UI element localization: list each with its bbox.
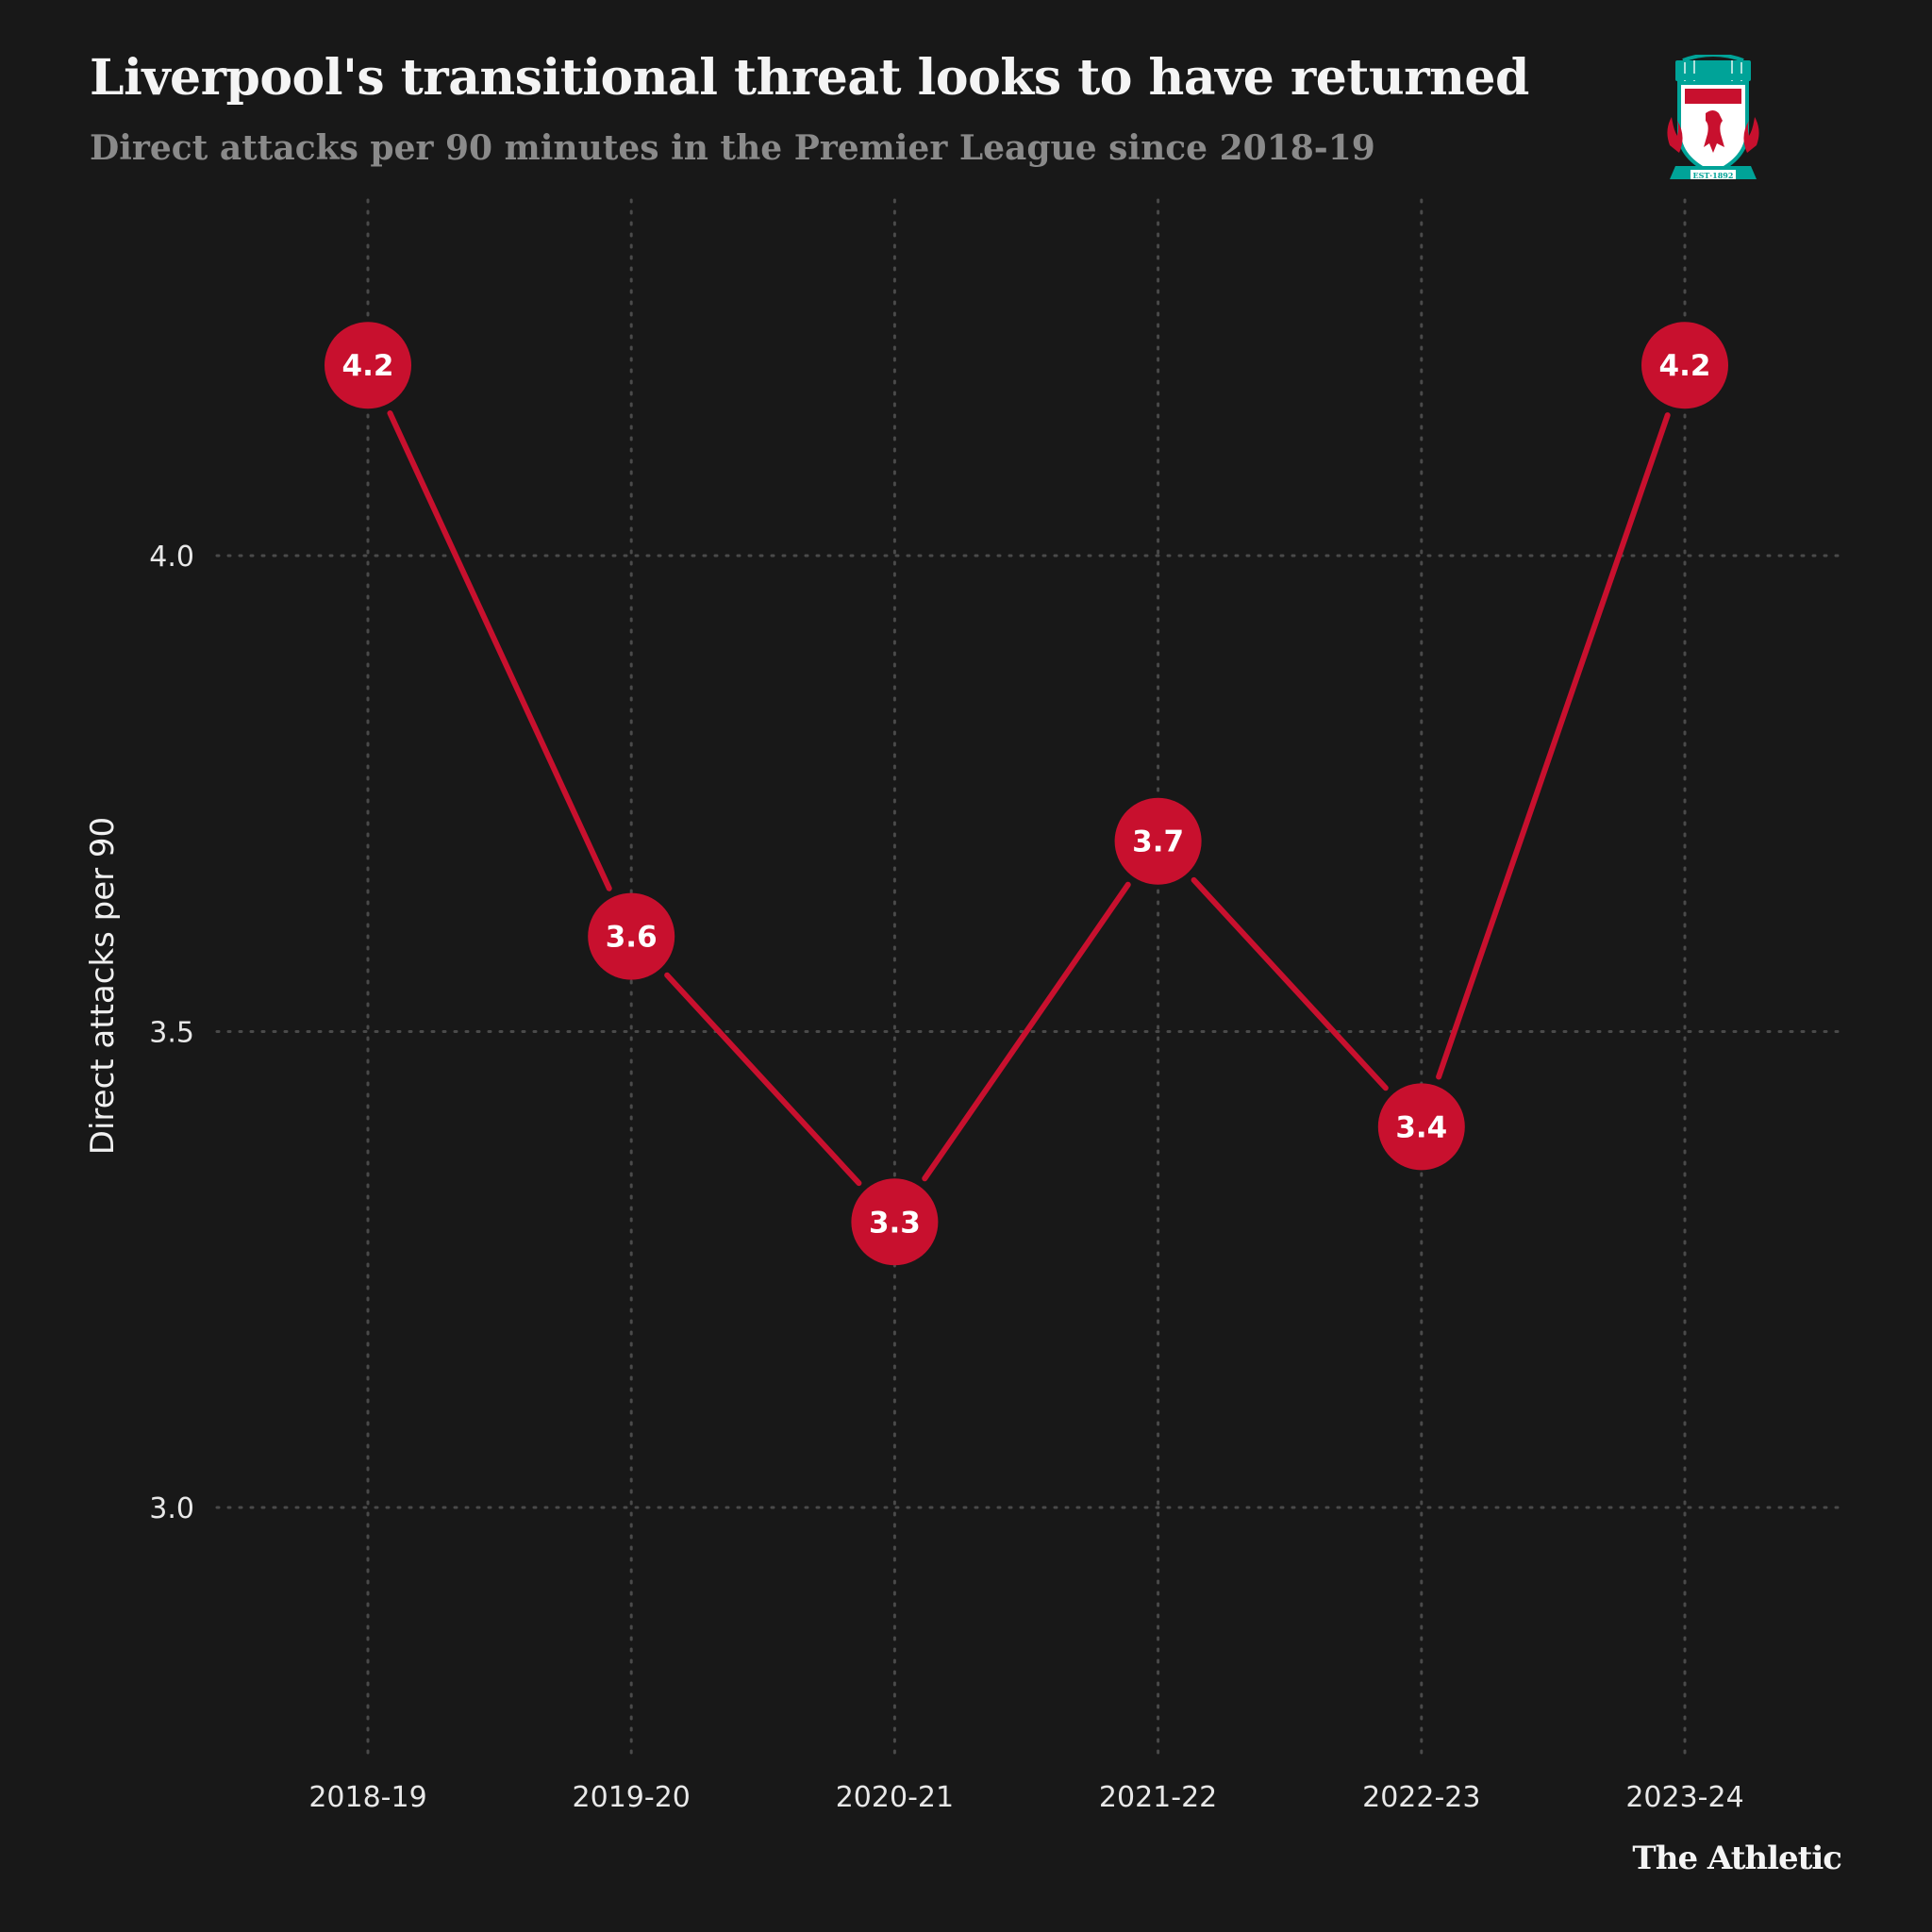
data-label: 3.7 (1132, 825, 1184, 859)
y-gridlines (215, 554, 1846, 1509)
line-segment (387, 410, 612, 891)
data-point (851, 1178, 939, 1266)
y-tick-label: 4.0 (149, 541, 194, 574)
data-label: 3.6 (606, 921, 658, 955)
data-point (1377, 1083, 1465, 1171)
y-tick-labels: 3.0 3.5 4.0 (149, 541, 194, 1525)
data-points: 4.2 3.6 3.3 3.7 3.4 4.2 (325, 322, 1728, 1266)
liverpool-crest-icon: EST·1892 (1667, 55, 1759, 180)
chart-title: Liverpool's transitional threat looks to… (90, 49, 1529, 107)
line-segment (1191, 876, 1389, 1091)
series-line (387, 410, 1671, 1187)
y-axis-label: Direct attacks per 90 (84, 817, 122, 1155)
data-point (1114, 797, 1202, 885)
x-tick-label: 2021-22 (1099, 1781, 1217, 1814)
x-gridlines (366, 198, 1687, 1757)
x-tick-label: 2023-24 (1625, 1781, 1743, 1814)
x-tick-label: 2019-20 (573, 1781, 691, 1814)
line-segment (922, 881, 1131, 1182)
data-point (588, 892, 675, 980)
data-point (1641, 322, 1728, 409)
x-tick-label: 2020-21 (836, 1781, 954, 1814)
y-tick-label: 3.5 (149, 1017, 194, 1050)
line-segment (664, 972, 862, 1187)
x-tick-labels: 2018-19 2019-20 2020-21 2021-22 2022-23 2023-… (308, 1781, 1743, 1814)
data-label: 3.4 (1395, 1110, 1447, 1144)
data-label: 4.2 (1659, 349, 1711, 383)
data-label: 3.3 (869, 1206, 921, 1240)
x-tick-label: 2018-19 (308, 1781, 426, 1814)
chart-subtitle: Direct attacks per 90 minutes in the Pre… (90, 128, 1375, 168)
data-point (325, 322, 411, 409)
line-segment (1436, 412, 1671, 1080)
crest-est-text: EST·1892 (1693, 171, 1734, 180)
x-tick-label: 2022-23 (1362, 1781, 1480, 1814)
y-tick-label: 3.0 (149, 1492, 194, 1525)
brand-logo: The Athletic (1632, 1840, 1842, 1877)
data-label: 4.2 (342, 349, 394, 383)
